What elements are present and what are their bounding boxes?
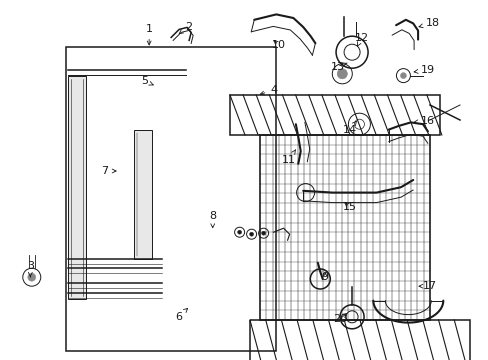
Text: 12: 12 (354, 33, 368, 46)
Text: 18: 18 (418, 18, 439, 28)
Text: 14: 14 (342, 121, 356, 135)
Circle shape (261, 231, 265, 235)
Text: 19: 19 (413, 65, 434, 75)
Text: 7: 7 (102, 166, 116, 176)
Text: 11: 11 (281, 150, 295, 165)
Circle shape (400, 73, 406, 78)
Text: 8: 8 (209, 211, 216, 228)
Text: 16: 16 (413, 116, 434, 126)
Text: 20: 20 (332, 314, 346, 324)
Bar (249, 320, 469, 360)
Text: 4: 4 (260, 85, 277, 95)
Circle shape (337, 69, 346, 79)
Text: 3: 3 (27, 261, 34, 277)
Text: 2: 2 (179, 22, 191, 34)
Bar (66, 47, 276, 351)
Text: 17: 17 (418, 281, 436, 291)
Text: 13: 13 (330, 62, 346, 72)
Bar (260, 135, 429, 320)
Text: 5: 5 (141, 76, 153, 86)
Bar (134, 130, 151, 259)
Text: 15: 15 (342, 202, 356, 212)
Text: 1: 1 (145, 24, 152, 45)
Bar (68, 76, 85, 299)
Circle shape (28, 273, 36, 281)
Text: 9: 9 (321, 272, 328, 282)
Bar (229, 95, 439, 135)
Text: 10: 10 (271, 40, 285, 50)
Circle shape (237, 230, 241, 234)
Text: 6: 6 (175, 309, 187, 322)
Circle shape (249, 232, 253, 236)
